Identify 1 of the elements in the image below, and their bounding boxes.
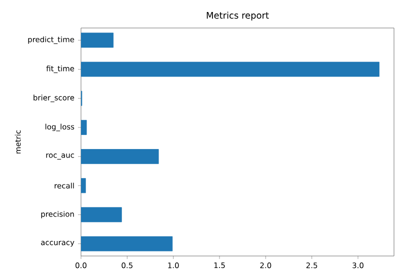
chart-title: Metrics report: [206, 12, 269, 20]
